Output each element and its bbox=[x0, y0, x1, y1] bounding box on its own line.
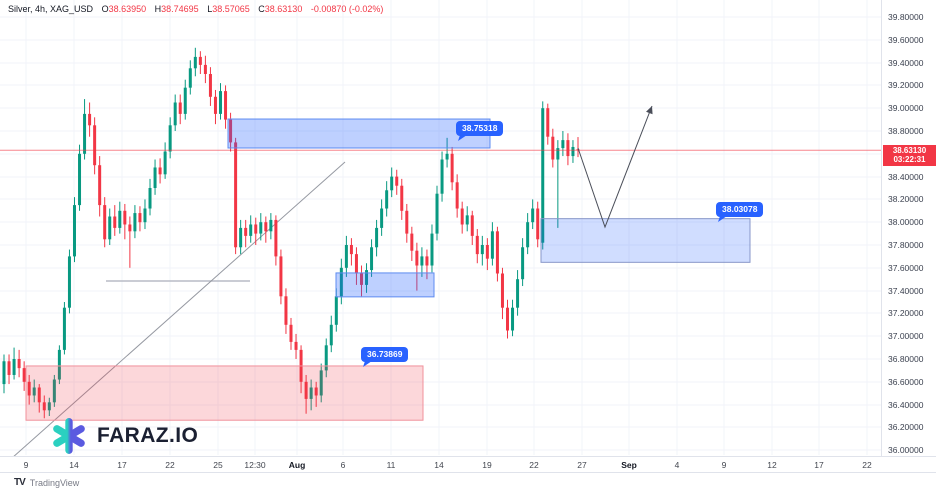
price-axis-label: 38.80000 bbox=[888, 126, 924, 136]
price-axis-label: 36.20000 bbox=[888, 422, 924, 433]
time-axis-label: 22 bbox=[529, 460, 539, 470]
trendline-drawing[interactable] bbox=[12, 161, 346, 456]
price-axis-label: 36.00000 bbox=[888, 445, 924, 456]
price-axis-label: 37.20000 bbox=[888, 308, 924, 319]
price-axis-label: 38.20000 bbox=[888, 194, 924, 205]
time-axis-label: 9 bbox=[23, 460, 29, 470]
demand-zone[interactable] bbox=[540, 218, 751, 263]
price-axis-label: 38.40000 bbox=[888, 171, 924, 182]
current-price-tag: 38.63130 03:22:31 bbox=[883, 145, 936, 167]
time-axis-label: Sep bbox=[621, 460, 637, 470]
supply-zone[interactable] bbox=[227, 118, 491, 149]
time-axis-label: 25 bbox=[213, 460, 223, 470]
time-axis-label: 27 bbox=[577, 460, 587, 470]
candlestick-series bbox=[2, 47, 580, 419]
time-axis-label: 6 bbox=[340, 460, 346, 470]
close-label: C bbox=[258, 4, 265, 14]
price-axis-label: 37.60000 bbox=[888, 262, 924, 273]
projection-arrow[interactable] bbox=[577, 105, 653, 229]
discount-zone-label[interactable]: 36.73869 bbox=[361, 347, 409, 362]
time-axis-label: 12:30 bbox=[244, 460, 266, 470]
price-axis-label: 39.40000 bbox=[888, 57, 924, 68]
price-axis-label: 36.40000 bbox=[888, 399, 924, 410]
time-axis-label: 12 bbox=[767, 460, 777, 470]
price-axis-label: 39.80000 bbox=[888, 12, 924, 22]
time-axis-label: 14 bbox=[69, 460, 79, 470]
price-axis-label: 39.60000 bbox=[888, 34, 924, 45]
time-axis-label: 22 bbox=[165, 460, 175, 470]
faraz-brand-text: FARAZ.IO bbox=[97, 424, 199, 447]
faraz-watermark: FARAZ.IO bbox=[50, 417, 198, 455]
tradingview-logo-mark: TV bbox=[14, 477, 26, 488]
gridlines bbox=[0, 0, 881, 455]
close-value: 38.63130 bbox=[264, 4, 303, 14]
time-axis-label: 19 bbox=[482, 460, 492, 470]
discount-zone[interactable] bbox=[25, 365, 424, 421]
tradingview-logo[interactable]: TV TradingView bbox=[14, 477, 79, 488]
high-label: H bbox=[154, 4, 162, 14]
time-axis-label: Aug bbox=[288, 460, 306, 470]
low-value: 38.57065 bbox=[212, 4, 250, 14]
time-axis-label: 9 bbox=[721, 460, 727, 470]
time-axis-label: 22 bbox=[862, 460, 872, 470]
price-axis-label: 37.80000 bbox=[888, 240, 924, 250]
price-axis-label: 38.00000 bbox=[888, 217, 924, 228]
time-axis[interactable]: 9 14 17 22 25 12:30 Aug 6 11 14 19 22 27 Sep 4 9 12 17 22 bbox=[0, 456, 936, 473]
change-value: -0.00870 (-0.02%) bbox=[310, 4, 384, 14]
time-axis-label: 4 bbox=[674, 460, 680, 470]
price-axis-label: 36.80000 bbox=[888, 354, 924, 364]
time-axis-label: 17 bbox=[814, 460, 824, 470]
price-axis[interactable]: 38.63130 03:22:31 39.80000 39.60000 39.400… bbox=[881, 0, 936, 456]
time-axis-label: 17 bbox=[117, 460, 127, 470]
mid-consolidation-zone[interactable] bbox=[335, 272, 435, 298]
faraz-asterisk-icon bbox=[53, 418, 85, 454]
bar-countdown: 03:22:31 bbox=[893, 155, 926, 165]
price-chart-canvas[interactable] bbox=[0, 0, 936, 456]
price-axis-label: 39.00000 bbox=[888, 103, 924, 114]
tradingview-logo-text: TradingView bbox=[29, 477, 80, 488]
footer-bar: TV TradingView bbox=[0, 472, 936, 492]
open-label: O bbox=[101, 4, 109, 14]
demand-zone-label[interactable]: 38.03078 bbox=[716, 202, 764, 217]
time-axis-label: 11 bbox=[386, 460, 396, 470]
time-axis-label: 14 bbox=[434, 460, 444, 470]
price-axis-label: 37.00000 bbox=[888, 331, 924, 342]
symbol-legend[interactable]: Silver, 4h, XAG_USD O38.63950 H38.74695 … bbox=[8, 4, 383, 14]
current-price: 38.63130 bbox=[892, 146, 927, 156]
price-axis-label: 36.60000 bbox=[888, 376, 924, 387]
open-value: 38.63950 bbox=[108, 4, 147, 14]
symbol-title[interactable]: Silver, 4h, XAG_USD bbox=[8, 4, 94, 14]
price-axis-label: 37.40000 bbox=[888, 285, 924, 296]
projection-arrowhead bbox=[646, 106, 653, 115]
supply-zone-label[interactable]: 38.75318 bbox=[456, 121, 504, 136]
price-axis-label: 39.20000 bbox=[888, 80, 924, 91]
high-value: 38.74695 bbox=[161, 4, 199, 14]
low-label: L bbox=[207, 4, 213, 14]
